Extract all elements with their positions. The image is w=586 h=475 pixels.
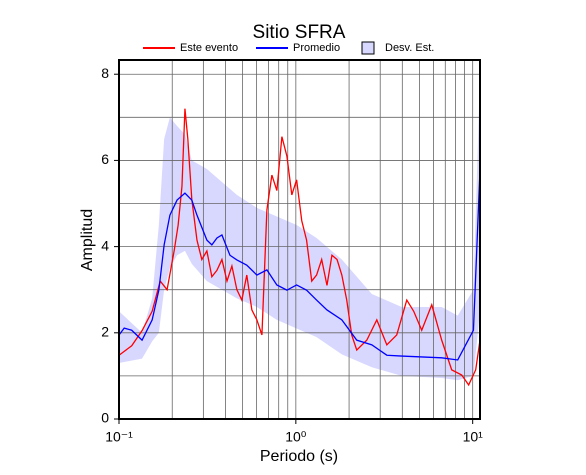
std-band [119, 74, 480, 381]
plot-frame [118, 59, 481, 420]
y-tick-label: 0 [101, 410, 109, 426]
legend-label: Desv. Est. [385, 42, 434, 54]
y-tick-label: 2 [101, 324, 109, 340]
x-tick-label: 10⁻¹ [105, 429, 133, 445]
legend-label: Promedio [293, 42, 340, 54]
legend-swatch [361, 41, 375, 55]
y-tick-label: 8 [101, 65, 109, 81]
x-tick-label: 10¹ [463, 429, 484, 445]
series-line [118, 169, 481, 361]
series-line [118, 108, 481, 387]
y-tick-label: 4 [101, 237, 109, 253]
x-axis-label: Periodo (s) [260, 448, 338, 465]
x-tick-label: 10⁰ [285, 429, 307, 445]
chart-title: Sitio SFRA [253, 22, 346, 43]
y-tick-label: 6 [101, 151, 109, 167]
y-axis-label: Amplitud [79, 209, 96, 271]
legend-label: Este evento [180, 42, 238, 54]
